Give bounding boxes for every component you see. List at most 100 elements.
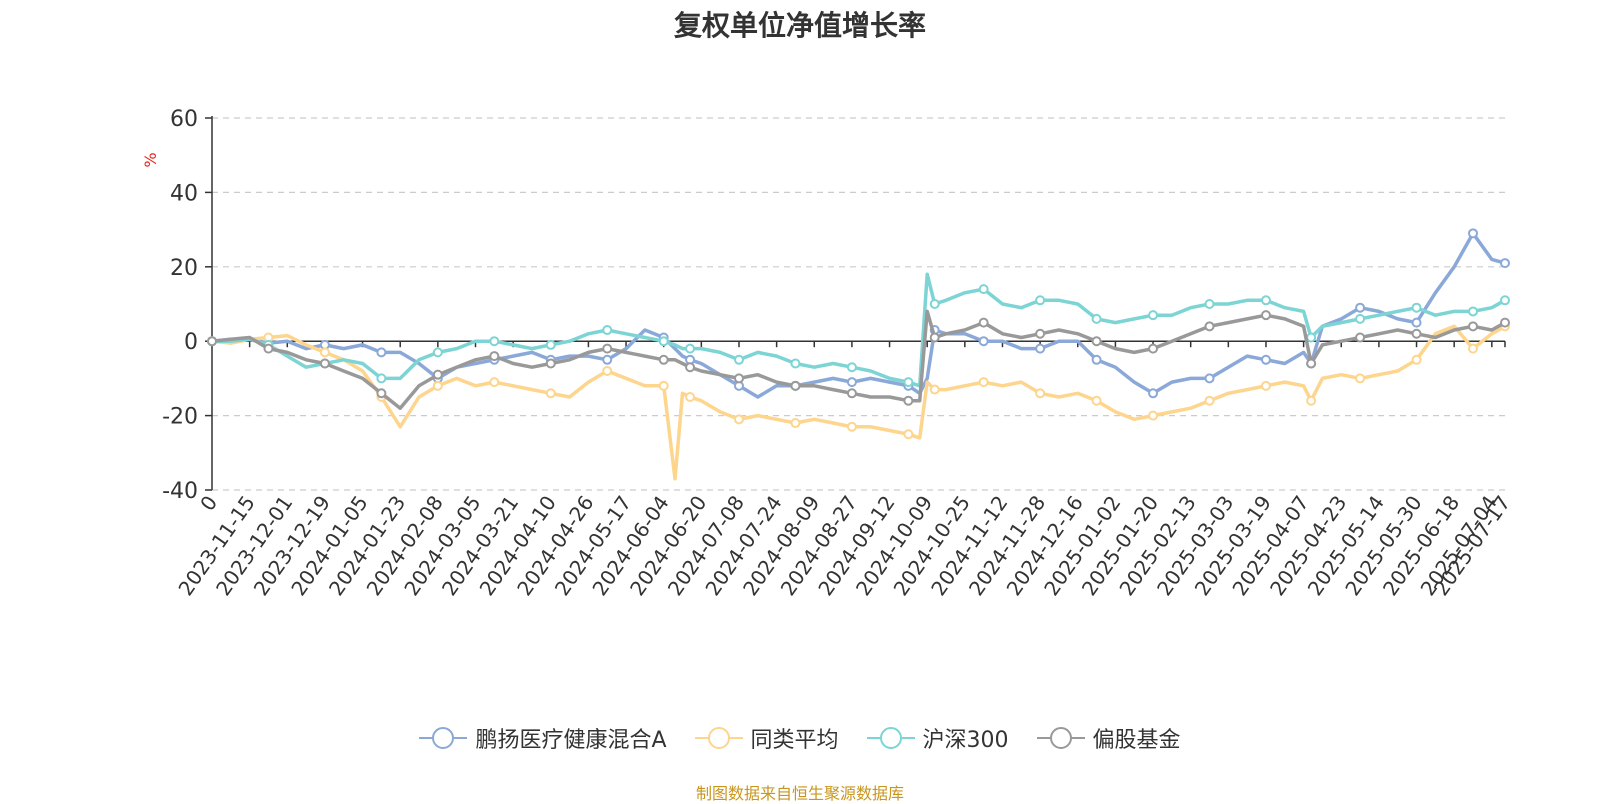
data-point <box>1306 332 1317 343</box>
data-point <box>432 380 443 391</box>
data-point <box>376 373 387 384</box>
y-tick-label: 0 <box>184 330 198 355</box>
data-point <box>1355 313 1366 324</box>
data-point <box>1411 302 1422 313</box>
data-point <box>846 421 857 432</box>
data-point <box>1035 328 1046 339</box>
data-point <box>263 343 274 354</box>
data-point <box>658 336 669 347</box>
series-line <box>211 309 1506 410</box>
legend: 鹏扬医疗健康混合A 同类平均 沪深300 偏股基金 <box>0 720 1600 756</box>
data-point <box>790 418 801 429</box>
data-point <box>1411 354 1422 365</box>
data-point <box>1411 328 1422 339</box>
data-point <box>1204 373 1215 384</box>
data-point <box>1500 258 1510 269</box>
data-point <box>1204 395 1215 406</box>
data-point <box>1260 295 1271 306</box>
source-note: 制图数据来自恒生聚源数据库 <box>695 784 904 803</box>
data-point <box>1148 343 1159 354</box>
data-point <box>685 392 696 402</box>
data-point <box>1500 317 1510 328</box>
data-point <box>602 365 613 376</box>
legend-item[interactable]: 鹏扬医疗健康混合A <box>419 722 667 754</box>
series-line <box>212 272 1506 388</box>
data-point <box>319 347 330 358</box>
data-point <box>1468 306 1479 317</box>
data-point <box>978 317 989 328</box>
data-point <box>846 388 857 399</box>
data-point <box>929 332 940 343</box>
data-point <box>1204 299 1215 309</box>
y-tick-label: 40 <box>170 181 198 206</box>
data-point <box>319 358 330 369</box>
legend-circle <box>1049 727 1072 749</box>
series-line <box>211 231 1506 399</box>
data-point <box>846 377 857 388</box>
data-point <box>489 377 500 388</box>
data-point <box>1204 321 1215 332</box>
data-point <box>1260 310 1271 321</box>
legend-item[interactable]: 偏股基金 <box>1036 722 1181 754</box>
data-point <box>1260 380 1271 391</box>
data-point <box>685 362 696 373</box>
data-point <box>903 429 914 440</box>
legend-item[interactable]: 同类平均 <box>694 722 839 754</box>
data-point <box>1355 373 1366 384</box>
x-tick-label: 0 <box>195 491 222 515</box>
y-tick-label: 60 <box>170 107 198 132</box>
y-tick-label: -40 <box>162 479 198 504</box>
data-point <box>929 384 940 395</box>
grid-lines <box>212 117 1505 491</box>
data-point <box>658 380 669 391</box>
data-point <box>602 354 613 365</box>
y-tick-label: 20 <box>170 256 198 281</box>
data-point <box>929 299 940 309</box>
axes <box>205 116 1506 491</box>
data-point <box>1091 354 1102 365</box>
data-point <box>1091 395 1102 406</box>
legend-item[interactable]: 沪深300 <box>866 722 1009 754</box>
data-point <box>602 343 613 354</box>
data-point <box>207 336 217 347</box>
data-point <box>545 388 556 399</box>
legend-label: 沪深300 <box>922 728 1009 753</box>
data-point <box>685 343 696 354</box>
data-point <box>1500 295 1510 306</box>
data-point <box>432 347 443 358</box>
legend-label: 偏股基金 <box>1092 728 1181 753</box>
data-point <box>545 339 556 350</box>
data-point <box>1306 358 1317 369</box>
data-point <box>1091 336 1102 347</box>
data-point <box>489 336 500 347</box>
data-point <box>432 369 443 380</box>
data-point <box>733 373 744 384</box>
data-point <box>1035 343 1046 354</box>
legend-circle <box>707 727 730 749</box>
legend-marker-icon <box>694 727 743 749</box>
data-point <box>978 336 989 347</box>
legend-label: 同类平均 <box>750 728 839 753</box>
data-point <box>1035 388 1046 399</box>
data-point <box>489 351 500 362</box>
data-point <box>903 377 914 388</box>
data-point <box>733 354 744 365</box>
data-point <box>1355 332 1366 343</box>
series-lines <box>207 228 1510 481</box>
data-point <box>1091 313 1102 324</box>
data-point <box>790 380 801 391</box>
data-point <box>1148 310 1159 321</box>
data-point <box>1306 395 1317 406</box>
data-point <box>1260 354 1271 365</box>
y-tick-label: -20 <box>162 405 198 430</box>
data-point <box>1468 228 1479 239</box>
legend-circle <box>432 727 455 749</box>
series-line <box>211 324 1506 481</box>
data-point <box>1035 295 1046 306</box>
data-point <box>545 358 556 369</box>
data-point <box>846 362 857 373</box>
legend-marker-icon <box>1036 727 1085 749</box>
legend-marker-icon <box>866 727 915 749</box>
legend-circle <box>879 727 902 749</box>
data-point <box>1148 388 1159 399</box>
